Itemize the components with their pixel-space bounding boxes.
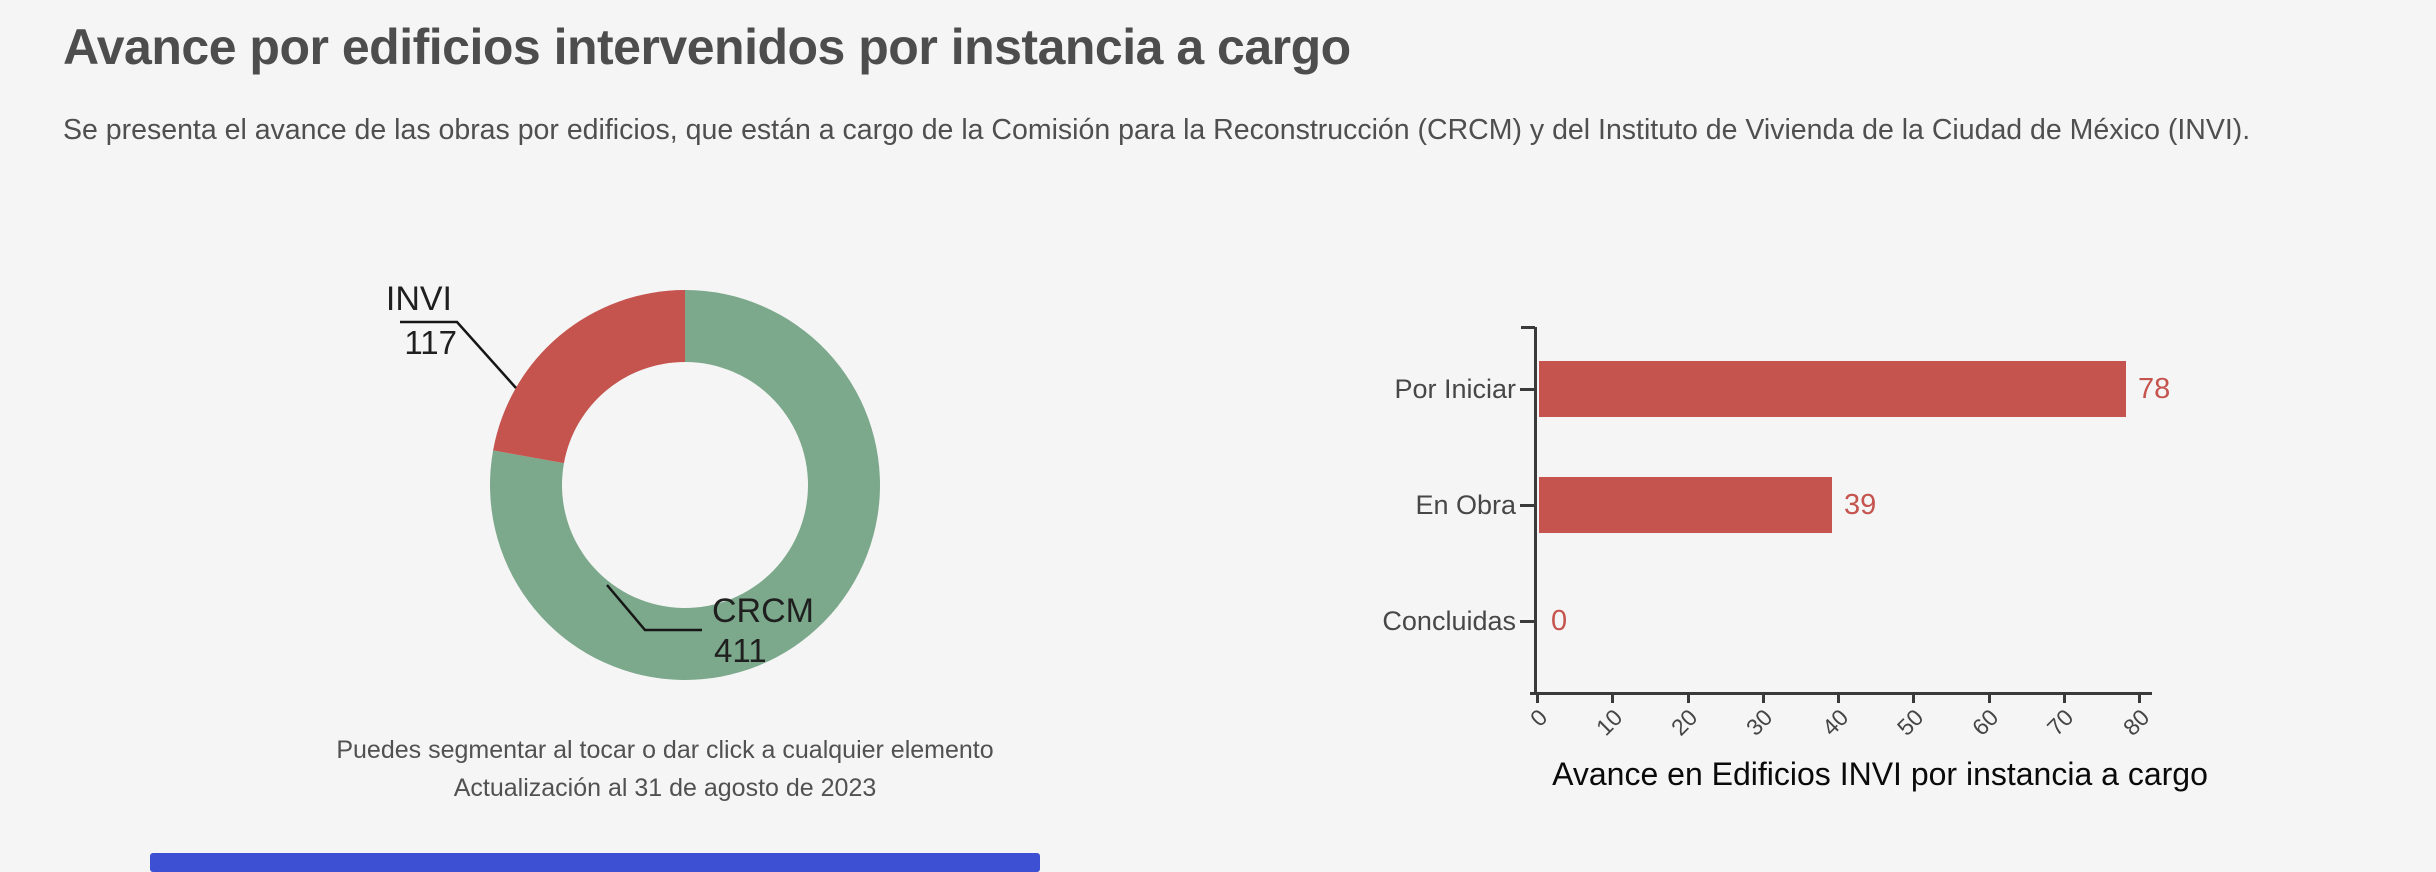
x-axis-tick-70 [2062,693,2066,703]
x-axis-tick-30 [1761,693,1765,703]
donut-label-crcm: CRCM [712,592,814,630]
donut-caption-update-date: Actualización al 31 de agosto de 2023 [453,774,877,802]
y-axis-top-tick [1521,326,1535,329]
bar-value-concluidas: 0 [1551,605,1568,637]
bar-category-por-iniciar: Por Iniciar [1394,374,1516,404]
page-subtitle: Se presenta el avance de las obras por e… [63,114,2251,146]
page-title: Avance por edificios intervenidos por in… [63,19,1351,75]
donut-caption-interaction-hint: Puedes segmentar al tocar o dar click a … [336,736,994,764]
x-axis-tick-20 [1686,693,1690,703]
x-axis-tick-50 [1912,693,1916,703]
bar-value-en-obra: 39 [1844,489,1877,521]
donut-value-crcm: 411 [714,632,767,669]
donut-label-invi: INVI [386,280,452,318]
donut-slice-crcm[interactable] [490,290,881,680]
donut-leader-line-invi [400,320,517,389]
bar-category-en-obra: En Obra [1415,490,1516,520]
bar-en-obra[interactable] [1539,477,1832,533]
x-axis-tick-10 [1611,693,1615,703]
x-axis-tick-0 [1536,693,1539,703]
bar-value-por-iniciar: 78 [2138,373,2171,405]
y-axis-tick-por-iniciar [1520,388,1534,391]
y-axis-tick-en-obra [1520,504,1534,507]
donut-slice-invi[interactable] [493,290,685,464]
bar-category-concluidas: Concluidas [1382,606,1516,636]
donut-leader-line-crcm [606,584,702,632]
x-axis-tick-60 [1987,693,1991,703]
bar-por-iniciar[interactable] [1539,361,2126,417]
y-axis-tick-concluidas [1520,620,1534,623]
donut-chart: INVI 117 CRCM 411 [386,280,881,680]
x-axis-line [1530,692,2152,695]
bottom-accent-bar [150,853,1040,872]
bar-chart-title: Avance en Edificios INVI por instancia a… [1552,756,2208,792]
x-axis-tick-40 [1837,693,1840,703]
x-axis-tick-80 [2138,693,2141,703]
y-axis-line [1534,327,1537,693]
donut-value-invi: 117 [404,324,457,361]
